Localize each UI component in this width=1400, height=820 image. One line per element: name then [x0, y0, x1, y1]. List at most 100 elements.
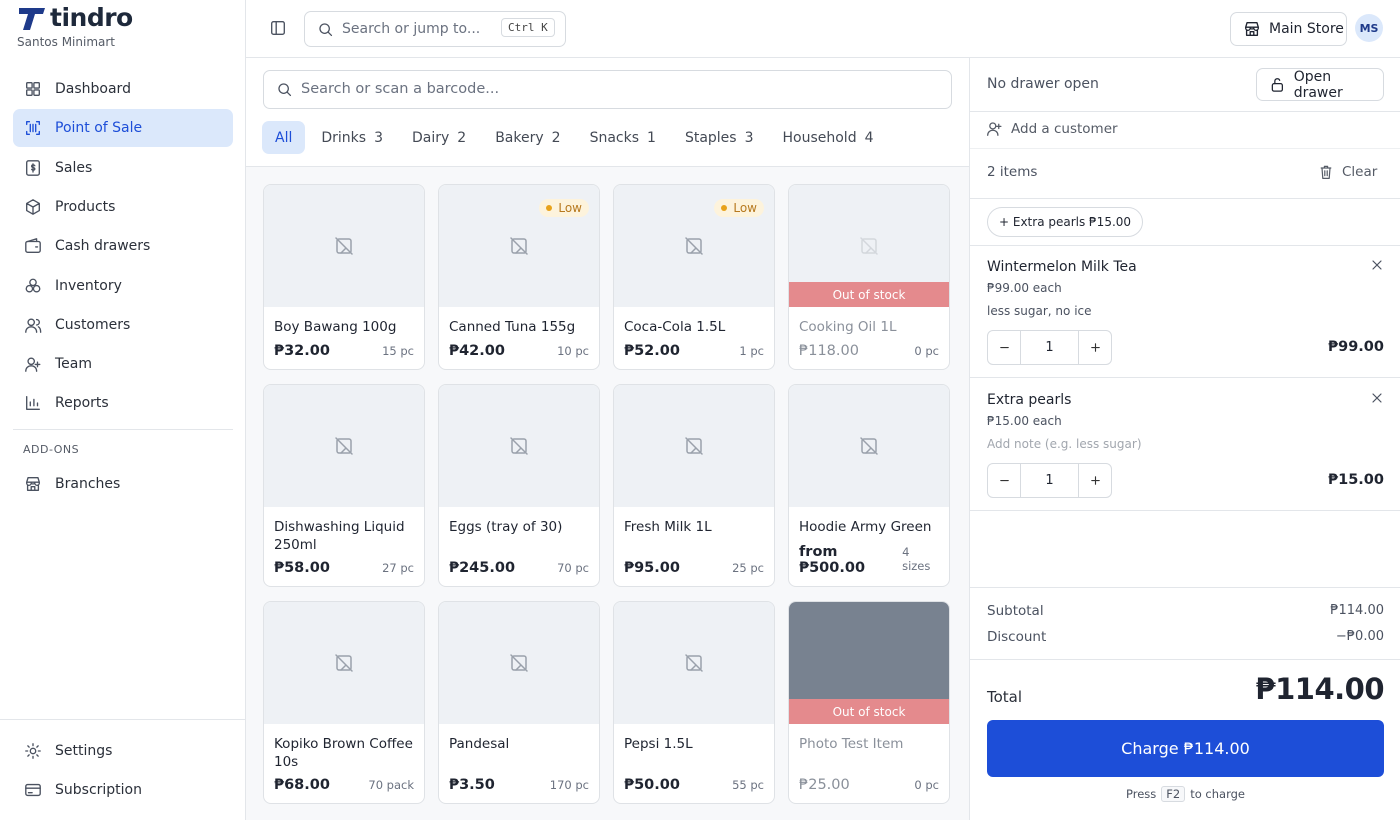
nav-item[interactable]: Team: [13, 345, 233, 383]
product-card[interactable]: Kopiko Brown Coffee 10s ₱68.00 70 pack: [263, 601, 425, 804]
filter-chip[interactable]: Drinks 3: [308, 121, 396, 154]
nav-item[interactable]: Reports: [13, 384, 233, 422]
global-search[interactable]: Search or jump to... Ctrl K: [304, 11, 566, 47]
product-image: [789, 385, 949, 507]
icon: [999, 346, 1009, 349]
decrement[interactable]: [987, 462, 1021, 498]
nav-item[interactable]: Customers: [13, 306, 233, 344]
drawer-status: No drawer open: [987, 76, 1099, 92]
hr: [970, 587, 1400, 588]
quick-add-chip[interactable]: + Extra pearls ₱15.00: [987, 207, 1144, 237]
product-body: Cooking Oil 1L ₱118.00 0 pc: [789, 307, 949, 369]
product-card[interactable]: Low Coca-Cola 1.5L ₱52.00 1 pc: [613, 184, 775, 370]
product-name: Boy Bawang 100g: [274, 319, 397, 335]
hr: [970, 148, 1400, 149]
cart-item-note[interactable]: Add note (e.g. less sugar): [987, 436, 1142, 451]
barcode-search[interactable]: Search or scan a barcode...: [263, 70, 952, 109]
nav-item[interactable]: Point of Sale: [13, 109, 233, 148]
nav-item[interactable]: Subscription: [13, 771, 233, 809]
hint-text: Press: [1126, 787, 1157, 801]
product-card[interactable]: Boy Bawang 100g ₱32.00 15 pc: [263, 184, 425, 370]
product-meta: ₱95.00 25 pc: [624, 554, 764, 576]
logo-mark: [17, 6, 47, 36]
out-of-stock-banner: Out of stock: [789, 282, 949, 307]
store-switcher[interactable]: Main Store: [1230, 12, 1347, 46]
nav-item[interactable]: Settings: [13, 732, 233, 770]
nav-item[interactable]: Products: [13, 188, 233, 226]
product-image: [614, 602, 774, 724]
icon: [860, 237, 878, 255]
icon: [335, 237, 353, 255]
avatar[interactable]: MS: [1355, 14, 1383, 42]
nav-item[interactable]: Inventory: [13, 267, 233, 305]
icon: [25, 357, 41, 372]
cart-item-name: Wintermelon Milk Tea: [987, 259, 1137, 275]
hint-key: F2: [1161, 786, 1186, 802]
hr: [970, 509, 1400, 511]
product-card[interactable]: Eggs (tray of 30) ₱245.00 70 pc: [438, 384, 600, 587]
filter-count: 2: [457, 129, 467, 146]
filter-chip[interactable]: Snacks 1: [577, 121, 669, 154]
product-meta: ₱118.00 0 pc: [799, 337, 939, 359]
nav-item[interactable]: Branches: [13, 465, 233, 503]
cart-count: 2 items: [987, 164, 1038, 180]
open-drawer-button[interactable]: Open drawer: [1256, 68, 1384, 101]
clear-cart[interactable]: Clear: [1318, 164, 1377, 180]
icon: [510, 437, 528, 455]
cart-item-total: ₱99.00: [1328, 339, 1384, 355]
remove-item[interactable]: [1369, 257, 1385, 277]
product-price: ₱245.00: [449, 560, 516, 576]
product-card[interactable]: Low Canned Tuna 155g ₱42.00 10 pc: [438, 184, 600, 370]
hr: [970, 198, 1400, 199]
remove-item[interactable]: [1369, 390, 1385, 410]
nav-item[interactable]: Dashboard: [13, 70, 233, 108]
filter-chip[interactable]: Staples 3: [672, 121, 767, 154]
icon: [510, 237, 528, 255]
filter-label: Staples: [684, 129, 737, 146]
increment[interactable]: [1078, 462, 1112, 498]
cart-item-note[interactable]: less sugar, no ice: [987, 304, 1092, 318]
product-stock: 25 pc: [732, 561, 764, 575]
subtotal-label: Subtotal: [987, 603, 1044, 619]
product-body: Pandesal ₱3.50 170 pc: [439, 724, 599, 803]
product-stock: 1 pc: [739, 344, 764, 358]
product-card[interactable]: Pepsi 1.5L ₱50.00 55 pc: [613, 601, 775, 804]
divider: [0, 719, 245, 720]
section-heading: ADD-ONS: [23, 443, 80, 456]
product-name: Cooking Oil 1L: [799, 319, 897, 335]
nav-item[interactable]: Sales: [13, 149, 233, 187]
product-meta: ₱42.00 10 pc: [449, 337, 589, 359]
category-filters: All Drinks 3 Dairy 2 Bakery 2 Snacks 1 Staples 3 Ho…: [262, 121, 890, 154]
filter-chip[interactable]: Dairy 2: [399, 121, 479, 154]
increment[interactable]: [1078, 330, 1112, 365]
nav-item[interactable]: Cash drawers: [13, 227, 233, 265]
product-card[interactable]: Hoodie Army Green from ₱500.00 4 sizes: [788, 384, 950, 587]
product-body: Dishwashing Liquid 250ml ₱58.00 27 pc: [264, 507, 424, 586]
product-card[interactable]: Pandesal ₱3.50 170 pc: [438, 601, 600, 804]
product-card[interactable]: Out of stock Cooking Oil 1L ₱118.00 0 pc: [788, 184, 950, 370]
product-body: Canned Tuna 155g ₱42.00 10 pc: [439, 307, 599, 369]
product-body: Eggs (tray of 30) ₱245.00 70 pc: [439, 507, 599, 586]
icon: [685, 654, 703, 672]
decrement[interactable]: [987, 330, 1021, 365]
icon: [685, 237, 703, 255]
icon: [335, 437, 353, 455]
icon: [999, 479, 1009, 481]
charge-button[interactable]: Charge ₱114.00: [987, 720, 1384, 777]
sidebar-toggle[interactable]: [269, 19, 287, 41]
filter-chip[interactable]: Household 4: [770, 121, 887, 154]
add-customer[interactable]: Add a customer: [986, 120, 1118, 137]
icon: [1372, 392, 1382, 403]
icon: [26, 121, 40, 136]
product-body: Pepsi 1.5L ₱50.00 55 pc: [614, 724, 774, 803]
icon: [26, 477, 40, 491]
product-card[interactable]: Dishwashing Liquid 250ml ₱58.00 27 pc: [263, 384, 425, 587]
icon: [510, 654, 528, 672]
product-card[interactable]: Out of stock Photo Test Item ₱25.00 0 pc: [788, 601, 950, 804]
filter-chip[interactable]: Bakery 2: [482, 121, 573, 154]
product-body: Boy Bawang 100g ₱32.00 15 pc: [264, 307, 424, 369]
product-card[interactable]: Fresh Milk 1L ₱95.00 25 pc: [613, 384, 775, 587]
filter-label: Drinks: [321, 129, 367, 146]
filter-chip[interactable]: All: [262, 121, 306, 154]
product-meta: ₱3.50 170 pc: [449, 771, 589, 793]
